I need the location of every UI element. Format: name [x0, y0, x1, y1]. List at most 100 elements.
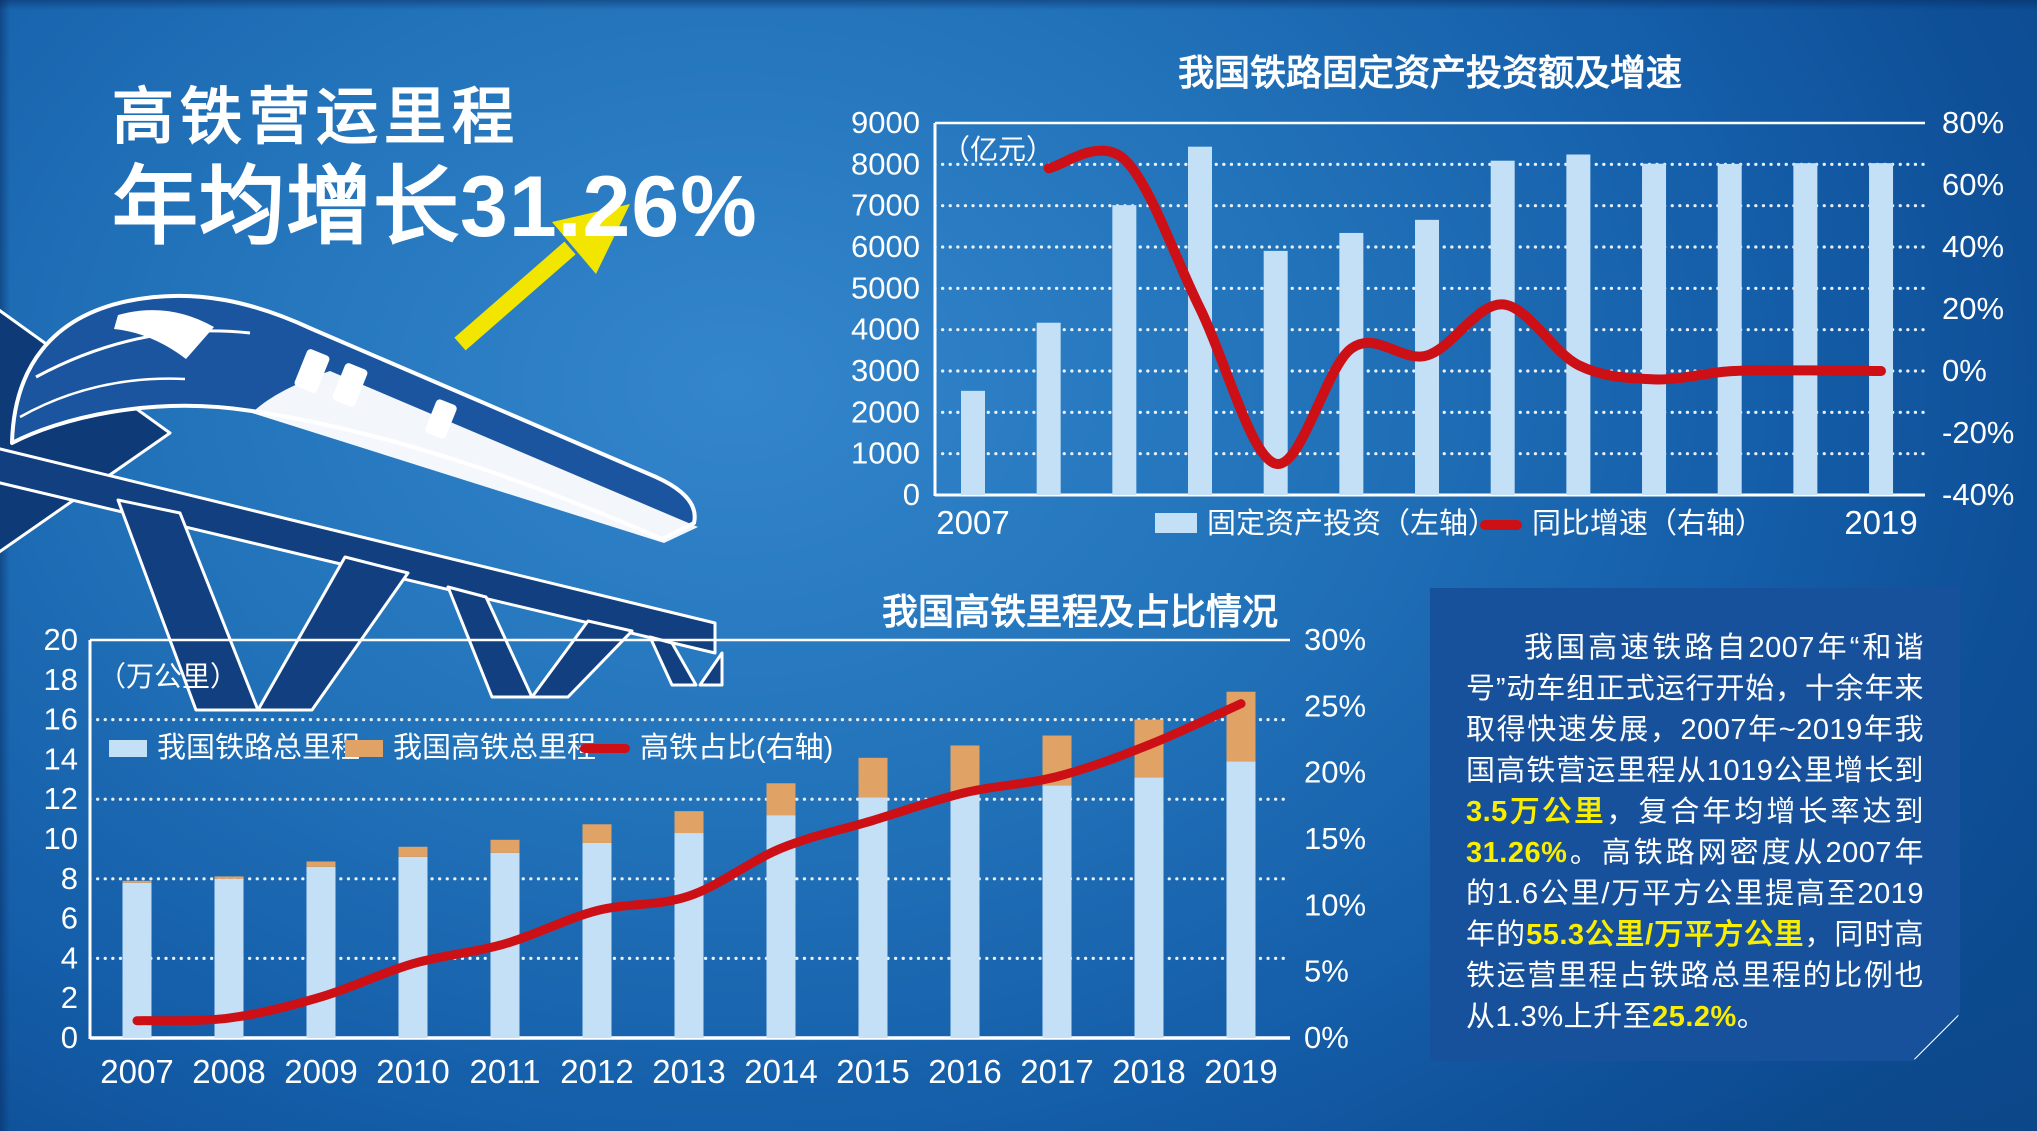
left-axis-tick: 6 — [61, 901, 78, 936]
hsr-mileage-chart: 我国高铁里程及占比情况 2018 16 14 12 10 8 6 4 20 （万公里） 30% 25% 2… — [44, 591, 1367, 1090]
left-axis-unit: （亿元） — [942, 134, 1054, 165]
growth-arrow-icon — [454, 204, 630, 351]
left-axis-tick: 0 — [903, 477, 920, 512]
note-plain-text: 我国高速铁路自2007年“和谐号”动车组正式运行开始，十余年来取得快速发展，20… — [1466, 632, 1924, 787]
x-tick-year: 2008 — [192, 1053, 265, 1090]
bridge-shape — [0, 308, 724, 712]
legend-hsr-label: 我国高铁总里程 — [393, 731, 596, 764]
left-axis-tick: 16 — [44, 702, 78, 737]
train-windows — [294, 349, 457, 439]
hsr-mileage-bar — [766, 783, 796, 816]
right-axis-tick: -20% — [1942, 415, 2014, 450]
investment-bar — [1490, 160, 1515, 496]
left-axis-tick: 0 — [61, 1020, 78, 1055]
note-plain-text: ，同时高铁运营里程占铁路总里程的比例也从1.3%上升至 — [1466, 919, 1924, 1033]
left-axis-tick: 7000 — [851, 188, 920, 223]
hsr-mileage-bar — [950, 745, 980, 792]
legend-railway-label: 我国铁路总里程 — [157, 731, 360, 764]
x-tick-year: 2010 — [376, 1053, 449, 1090]
x-tick-year: 2011 — [470, 1053, 541, 1090]
legend-railway-swatch — [109, 740, 147, 757]
hsr-mileage-bar — [582, 824, 612, 843]
left-axis-tick: 10 — [44, 821, 78, 856]
investment-bar — [1642, 163, 1667, 496]
summary-note-text: 我国高速铁路自2007年“和谐号”动车组正式运行开始，十余年来取得快速发展，20… — [1430, 588, 1960, 1038]
investment-bar — [1566, 154, 1591, 495]
summary-note-panel: 我国高速铁路自2007年“和谐号”动车组正式运行开始，十余年来取得快速发展，20… — [1430, 588, 1960, 1061]
hsr-mileage-bar — [398, 846, 428, 857]
x-tick-first: 2007 — [936, 504, 1009, 541]
x-tick-year: 2014 — [744, 1053, 817, 1090]
legend-hsr-swatch — [345, 740, 383, 757]
right-axis-tick: 15% — [1304, 821, 1366, 856]
investment-bar — [1717, 163, 1742, 496]
legend-share-line-label: 高铁占比(右轴) — [640, 731, 833, 764]
left-axis-tick: 5000 — [851, 270, 920, 305]
right-axis-tick: 5% — [1304, 954, 1349, 989]
note-highlight: 55.3公里/万平方公里 — [1526, 919, 1805, 951]
legend-line-label: 同比增速（右轴） — [1532, 507, 1764, 540]
legend-bar-label: 固定资产投资（左轴） — [1207, 507, 1497, 540]
hsr-mileage-bar — [674, 811, 704, 834]
railway-total-bar — [1134, 777, 1164, 1038]
railway-total-bar — [122, 882, 152, 1038]
note-highlight: 3.5万公里 — [1466, 796, 1607, 828]
investment-bar — [1793, 163, 1818, 495]
train-bridge-illustration — [0, 293, 724, 712]
investment-bar — [1869, 163, 1894, 495]
railway-total-bar — [858, 797, 888, 1038]
railway-total-bar — [1226, 761, 1256, 1038]
right-axis-tick: 25% — [1304, 688, 1366, 723]
page-title-line1: 高铁营运里程 — [112, 83, 521, 152]
x-tick-year: 2018 — [1112, 1053, 1185, 1090]
railway-total-bar — [950, 791, 980, 1038]
left-axis-tick: 4000 — [851, 312, 920, 347]
hsr-mileage-bar — [214, 876, 244, 879]
right-axis-tick: 20% — [1942, 291, 2004, 326]
left-axis-tick: 2000 — [851, 394, 920, 429]
page-title: 高铁营运里程 年均增长31.26% — [112, 83, 758, 257]
right-axis-tick: 0% — [1304, 1020, 1349, 1055]
left-axis-tick: 9000 — [851, 105, 920, 140]
right-axis-tick: 0% — [1942, 353, 1987, 388]
left-axis-tick: 8000 — [851, 146, 920, 181]
x-tick-year: 2013 — [652, 1053, 725, 1090]
legend-line-swatch — [1480, 520, 1522, 530]
left-axis-tick: 14 — [44, 741, 78, 776]
left-axis-tick: 12 — [44, 781, 78, 816]
x-tick-last: 2019 — [1844, 504, 1917, 541]
note-highlight: 31.26% — [1466, 837, 1568, 869]
left-axis-tick: 20 — [44, 622, 78, 657]
chart-title: 我国高铁里程及占比情况 — [882, 591, 1278, 632]
left-axis-tick: 4 — [61, 940, 78, 975]
x-tick-year: 2015 — [836, 1053, 909, 1090]
railway-total-bar — [214, 878, 244, 1038]
train-shape — [10, 293, 698, 543]
railway-total-bar — [674, 833, 704, 1038]
right-axis-tick: 30% — [1304, 622, 1366, 657]
left-axis-tick: 6000 — [851, 229, 920, 264]
right-axis-tick: 60% — [1942, 167, 2004, 202]
left-axis-tick: 3000 — [851, 353, 920, 388]
left-axis-unit: （万公里） — [98, 661, 238, 692]
left-axis-tick: 8 — [61, 861, 78, 896]
x-tick-year: 2017 — [1020, 1053, 1093, 1090]
right-axis-tick: 80% — [1942, 105, 2004, 140]
right-axis-tick: 10% — [1304, 887, 1366, 922]
note-plain-text: 。 — [1736, 1001, 1767, 1033]
chart-title: 我国铁路固定资产投资额及增速 — [1178, 52, 1682, 93]
left-axis-tick: 1000 — [851, 436, 920, 471]
hsr-mileage-bar — [122, 880, 152, 883]
x-tick-year: 2009 — [284, 1053, 357, 1090]
right-axis-tick: 40% — [1942, 229, 2004, 264]
railway-total-bar — [1042, 785, 1072, 1038]
x-tick-year: 2007 — [100, 1053, 173, 1090]
hsr-mileage-bar — [490, 839, 520, 853]
investment-chart: 我国铁路固定资产投资额及增速 9000 8000 7000 6000 5000 4000 30… — [851, 52, 2014, 541]
legend-share-line-swatch — [580, 744, 630, 753]
investment-bar — [1112, 205, 1137, 495]
note-plain-text: 。高铁路网密度从2007年的1.6公里/万平方公里提高至2019年的 — [1466, 837, 1924, 951]
growth-rate-line — [1043, 145, 1886, 469]
hsr-mileage-bar — [306, 861, 336, 867]
